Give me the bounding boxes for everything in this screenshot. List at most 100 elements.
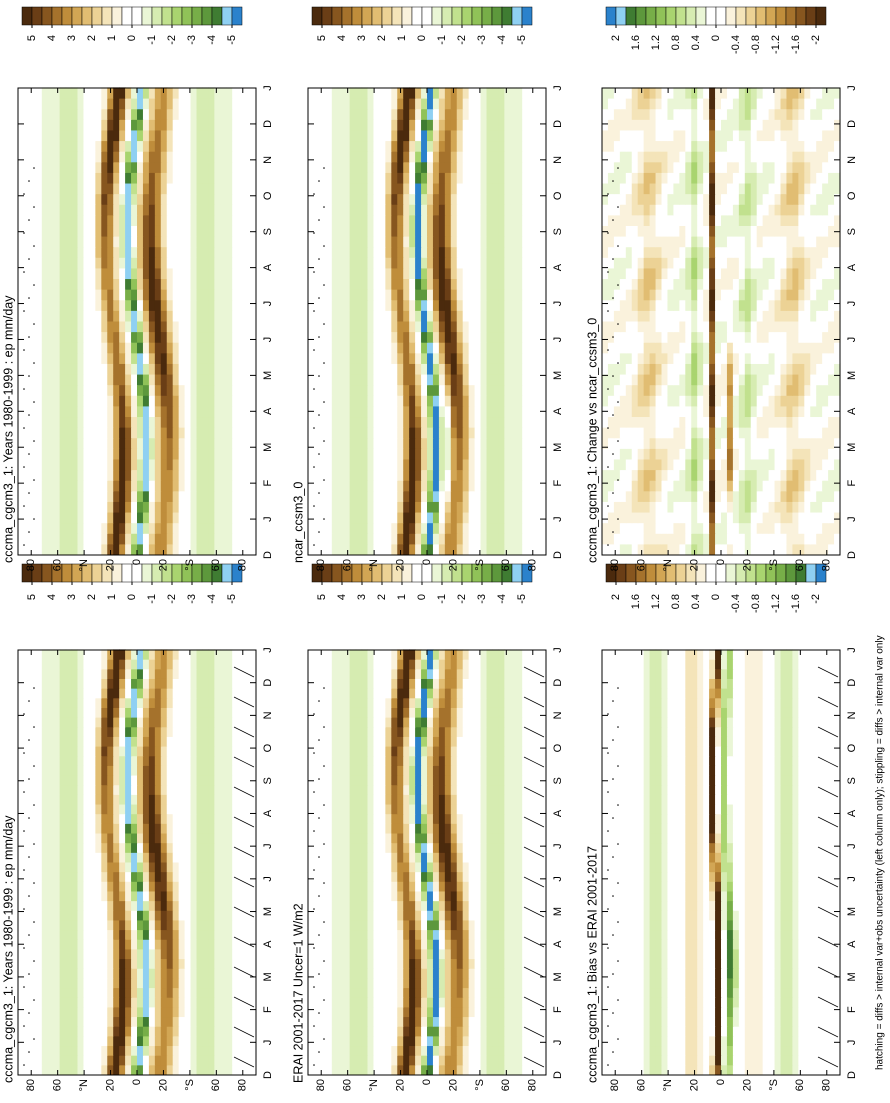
y-tick-label: 80 [25,1079,37,1091]
field-cell [516,968,523,979]
field-cell [59,939,67,950]
field-cell [220,803,227,815]
field-cell [738,948,746,960]
field-cell [421,794,428,805]
field-cell [214,1026,221,1037]
field-cell [655,968,663,979]
field-cell [308,745,315,757]
field-cell [468,919,476,931]
field-cell [655,1026,663,1037]
field-cell [41,1016,49,1027]
field-cell [220,948,227,960]
field-cell [780,1064,788,1075]
field-cell [238,678,245,689]
field-cell [421,697,428,708]
field-cell [516,948,523,960]
field-cell [468,832,476,844]
colorbar-swatch [381,563,393,583]
hatch [523,966,545,978]
field-cell [131,871,138,882]
field-cell [220,861,227,873]
field-cell [184,1016,192,1027]
field-cell [238,871,245,882]
field-cell [480,1006,488,1018]
field-cell [522,852,529,863]
field-cell [172,649,180,660]
field-cell [23,881,31,892]
field-cell [196,794,204,805]
field-cell [750,948,758,960]
field-cell [89,765,96,776]
field-cell [53,668,61,679]
field-cell [65,707,73,718]
field-cell [349,678,357,689]
field-cell [308,726,315,737]
field-cell [438,852,446,863]
field-cell [137,842,144,853]
field-cell [226,1064,233,1075]
field-cell [18,717,25,728]
field-cell [196,659,204,670]
field-cell [160,852,168,863]
field-cell [744,900,752,911]
field-cell [319,871,327,882]
field-cell [492,1026,500,1037]
field-cell [816,968,823,979]
field-cell [172,958,180,969]
field-cell [649,813,657,824]
field-cell [492,1055,500,1066]
field-cell [89,803,96,815]
field-cell [655,832,663,844]
field-cell [313,784,321,795]
field-cell [456,977,464,989]
field-cell [77,1045,85,1056]
field-cell [649,1035,657,1047]
field-cell [643,1035,651,1047]
field-cell [196,832,204,844]
field-cell [41,832,49,844]
field-cell [148,958,156,969]
field-cell [462,861,470,873]
field-cell [319,1055,327,1066]
field-cell [715,861,722,873]
field-cell [349,871,357,882]
field-cell [462,1006,470,1018]
stipple [323,999,325,1001]
field-cell [649,881,657,892]
field-cell [148,813,156,824]
field-cell [750,1016,758,1027]
field-cell [492,717,500,728]
field-cell [148,832,156,844]
field-cell [137,852,144,863]
field-cell [367,861,375,873]
field-cell [468,707,476,718]
field-cell [450,987,458,998]
field-cell [438,1064,446,1075]
field-cell [65,1064,73,1075]
field-cell [373,968,381,979]
field-cell [774,948,782,960]
field-cell [343,939,351,950]
field-cell [18,871,25,882]
field-cell [631,910,639,921]
field-cell [71,765,79,776]
field-cell [750,861,758,873]
field-cell [474,929,482,940]
field-cell [643,948,651,960]
field-cell [250,736,257,747]
field-cell [65,900,73,911]
field-cell [349,803,357,815]
field-cell [71,881,79,892]
field-cell [226,1006,233,1018]
field-cell [679,910,686,921]
field-cell [619,997,627,1008]
field-cell [415,765,422,776]
field-cell [178,968,186,979]
field-cell [148,910,156,921]
field-cell [474,939,482,950]
field-cell [456,765,464,776]
field-cell [65,736,73,747]
field-cell [18,910,25,921]
field-cell [613,890,621,902]
field-cell [220,881,227,892]
